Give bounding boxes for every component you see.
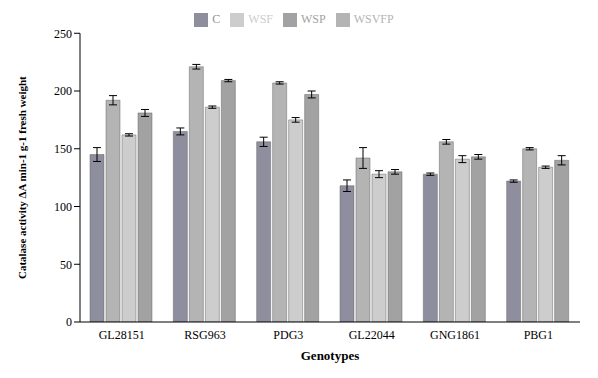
svg-text:150: 150 [54, 142, 72, 156]
svg-text:GNG1861: GNG1861 [430, 328, 480, 342]
svg-text:PDG3: PDG3 [273, 328, 303, 342]
svg-text:0: 0 [66, 315, 72, 329]
svg-text:GL28151: GL28151 [99, 328, 145, 342]
svg-text:100: 100 [54, 200, 72, 214]
html-text:WSVFP: WSVFP [353, 12, 394, 26]
svg-text:200: 200 [54, 84, 72, 98]
svg-text:Genotypes: Genotypes [301, 348, 360, 363]
svg-text:GL22044: GL22044 [349, 328, 395, 342]
svg-text:250: 250 [54, 27, 72, 41]
svg-text:Catalase activity ΔA min-1 g-1: Catalase activity ΔA min-1 g-1 fresh wei… [16, 76, 28, 279]
svg-text:50: 50 [60, 258, 72, 272]
svg-text:PBG1: PBG1 [524, 328, 553, 342]
html-text:WSF: WSF [248, 12, 273, 26]
html-text:C: C [212, 12, 221, 26]
html-text:WSP: WSP [301, 12, 326, 26]
svg-text:RSG963: RSG963 [184, 328, 225, 342]
